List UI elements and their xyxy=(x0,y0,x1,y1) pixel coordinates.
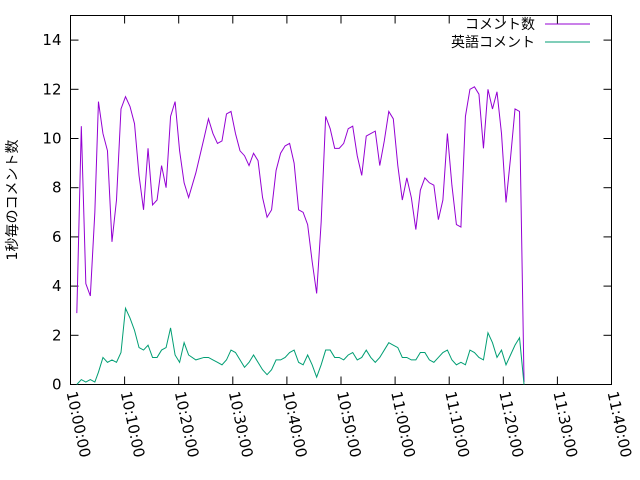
y-tick-label: 2 xyxy=(52,326,62,344)
x-tick-label: 10:10:00 xyxy=(117,390,149,460)
x-tick-label: 10:00:00 xyxy=(63,390,95,460)
y-tick-label: 4 xyxy=(52,277,62,295)
y-tick-label: 12 xyxy=(42,80,61,98)
y-tick-label: 14 xyxy=(42,31,61,49)
series-line-2 xyxy=(76,306,525,385)
x-tick-label: 10:50:00 xyxy=(333,390,365,460)
series-layer xyxy=(76,86,525,385)
y-tick-label: 6 xyxy=(52,228,62,246)
y-tick-label: 8 xyxy=(52,179,62,197)
x-tick-label: 11:30:00 xyxy=(549,390,581,460)
y-tick-label: 10 xyxy=(42,130,61,148)
y-tick-label: 0 xyxy=(52,376,62,394)
legend-label-1: コメント数 xyxy=(465,17,535,33)
x-tick-label: 11:20:00 xyxy=(495,390,527,460)
x-tick-label: 10:40:00 xyxy=(279,390,311,460)
x-tick-label: 10:30:00 xyxy=(225,390,257,460)
x-tick-label: 10:20:00 xyxy=(171,390,203,460)
x-tick-label: 11:40:00 xyxy=(604,390,636,460)
y-axis: 0 2 4 6 8 10 12 14 xyxy=(42,31,612,394)
x-tick-label: 11:10:00 xyxy=(441,390,473,460)
legend-label-2: 英語コメント xyxy=(451,34,535,51)
series-line-1 xyxy=(76,86,525,383)
x-axis: 10:00:00 10:10:00 10:20:00 10:30:00 10:40:00… xyxy=(63,15,636,460)
x-tick-label: 11:00:00 xyxy=(387,390,419,460)
plot-frame xyxy=(70,15,612,385)
y-axis-label: 1秒毎のコメント数 xyxy=(5,140,21,261)
